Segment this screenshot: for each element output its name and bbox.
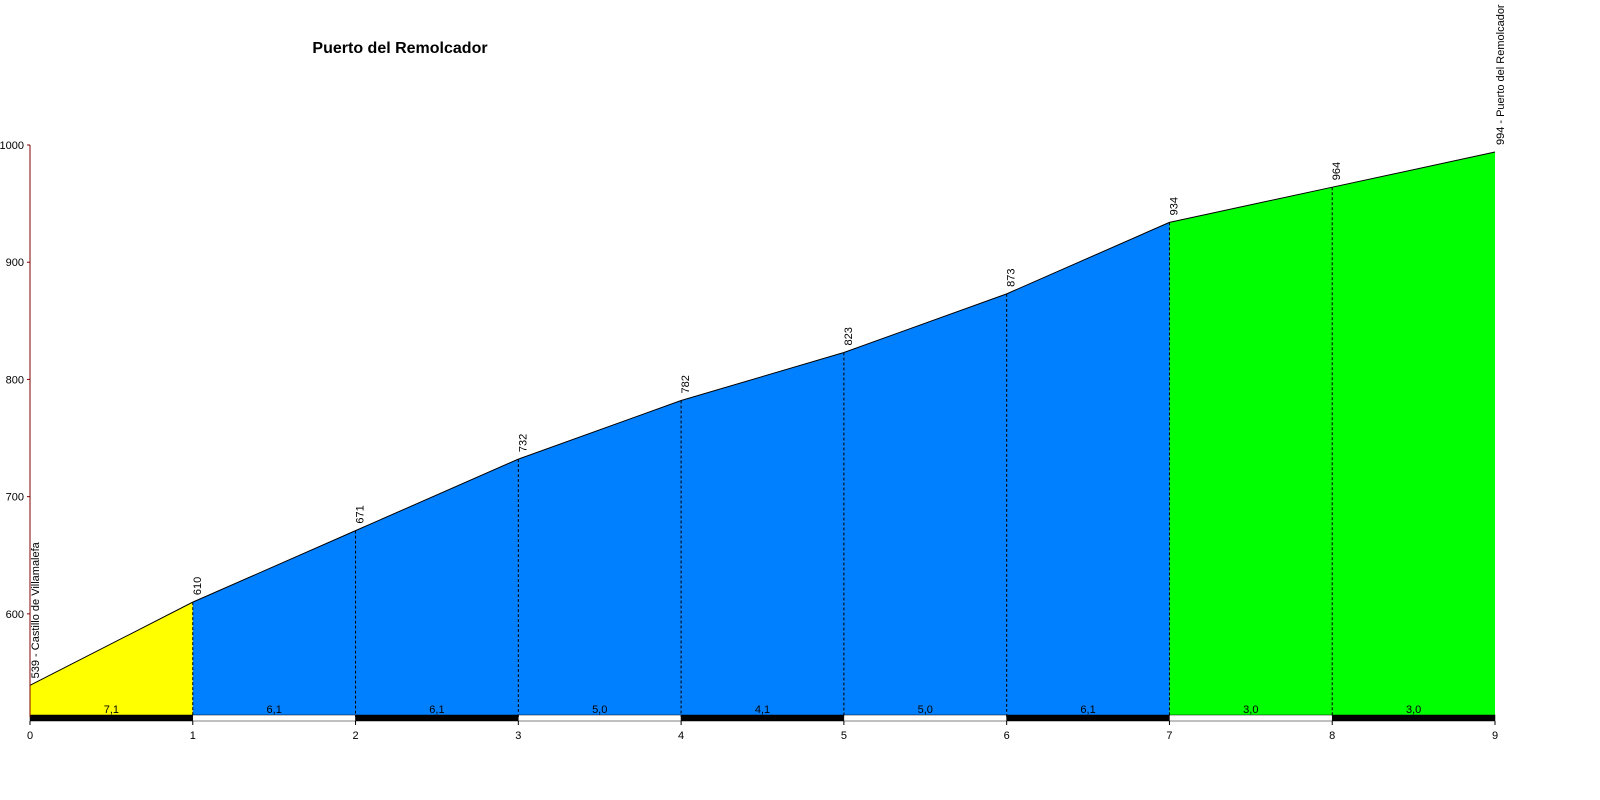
x-tick-label: 9 bbox=[1492, 730, 1498, 742]
y-tick-label: 900 bbox=[6, 257, 24, 269]
x-tick-label: 4 bbox=[678, 730, 684, 742]
point-annotation: 539 - Castillo de Villamalefa bbox=[30, 541, 42, 678]
profile-edge bbox=[518, 400, 682, 460]
x-tick-label: 1 bbox=[190, 730, 196, 742]
point-annotation: 994 - Puerto del Remolcador bbox=[1495, 4, 1507, 145]
gradient-label: 7,1 bbox=[104, 704, 119, 716]
gradient-label: 3,0 bbox=[1406, 704, 1421, 716]
gradient-label: 5,0 bbox=[592, 704, 607, 716]
elevation-label: 934 bbox=[1168, 197, 1180, 215]
profile-segment bbox=[30, 602, 193, 717]
y-tick-label: 600 bbox=[6, 609, 24, 621]
x-tick-label: 8 bbox=[1329, 730, 1335, 742]
profile-segment bbox=[1332, 152, 1495, 718]
profile-edge bbox=[843, 293, 1007, 353]
profile-segment bbox=[1006, 222, 1170, 717]
profile-edge bbox=[355, 458, 519, 532]
x-tick-label: 5 bbox=[841, 730, 847, 742]
profile-segment bbox=[843, 293, 1007, 717]
profile-segment bbox=[518, 400, 682, 717]
gradient-label: 3,0 bbox=[1243, 704, 1258, 716]
profile-edge bbox=[680, 351, 845, 402]
profile-segment bbox=[192, 530, 356, 717]
profile-segment bbox=[681, 352, 844, 717]
elevation-label: 823 bbox=[843, 327, 855, 345]
gradient-label: 5,0 bbox=[918, 704, 933, 716]
x-tick-label: 2 bbox=[352, 730, 358, 742]
gradient-stripe bbox=[1331, 714, 1496, 722]
x-tick-label: 6 bbox=[1004, 730, 1010, 742]
profile-edge bbox=[1169, 186, 1333, 223]
gradient-label: 6,1 bbox=[429, 704, 444, 716]
profile-edge bbox=[29, 601, 194, 686]
x-tick-label: 0 bbox=[27, 730, 33, 742]
elevation-label: 671 bbox=[355, 505, 367, 523]
profile-edge bbox=[1332, 151, 1496, 188]
elevation-label: 732 bbox=[517, 434, 529, 452]
elevation-label: 782 bbox=[680, 375, 692, 393]
elevation-label: 610 bbox=[192, 577, 204, 595]
profile-edge bbox=[1006, 221, 1170, 295]
profile-segment bbox=[1169, 187, 1333, 717]
profile-segment bbox=[355, 459, 519, 717]
gradient-label: 4,1 bbox=[755, 704, 770, 716]
profile-edge bbox=[192, 530, 356, 603]
elevation-label: 964 bbox=[1331, 162, 1343, 180]
elevation-label: 873 bbox=[1006, 269, 1018, 287]
gradient-label: 6,1 bbox=[267, 704, 282, 716]
gradient-label: 6,1 bbox=[1080, 704, 1095, 716]
x-tick-label: 3 bbox=[515, 730, 521, 742]
y-tick-label: 700 bbox=[6, 492, 24, 504]
y-tick-label: 800 bbox=[6, 374, 24, 386]
chart-title: Puerto del Remolcador bbox=[312, 40, 487, 57]
x-tick-label: 7 bbox=[1166, 730, 1172, 742]
y-tick-label: 1000 bbox=[0, 140, 24, 152]
